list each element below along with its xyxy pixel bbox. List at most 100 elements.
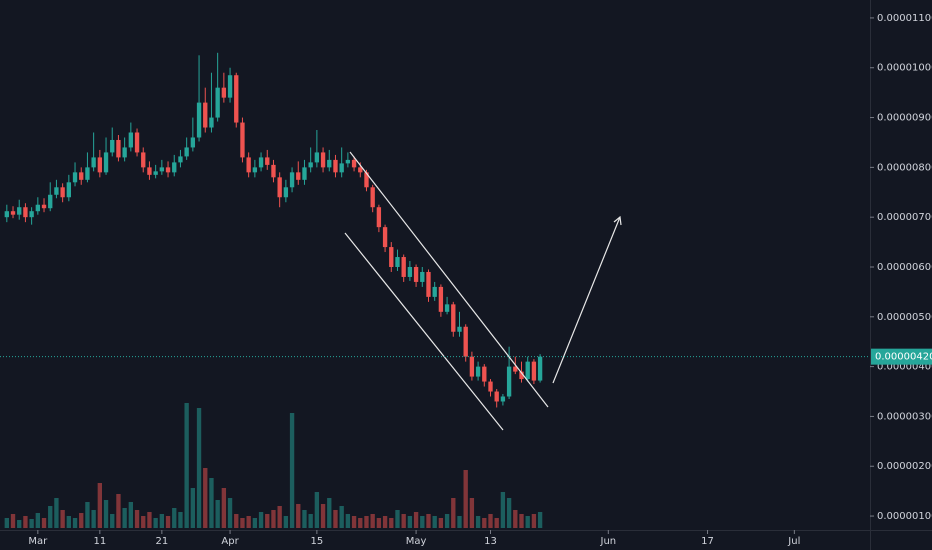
x-tick-label: Jul xyxy=(787,536,800,547)
volume-bar xyxy=(438,518,444,528)
candle-body xyxy=(141,152,146,168)
volume-bar xyxy=(451,498,456,528)
volume-bar xyxy=(432,516,437,528)
candle-body xyxy=(4,211,9,218)
candle-body xyxy=(190,137,196,148)
candle-body xyxy=(457,326,462,332)
candle-body xyxy=(265,157,270,165)
volume-bar xyxy=(97,483,103,528)
volume-bar xyxy=(258,512,264,528)
volume-bar xyxy=(426,514,431,528)
candle-body xyxy=(128,132,134,148)
volume-layer xyxy=(4,403,543,528)
volume-bar xyxy=(72,518,78,528)
candle-body xyxy=(48,194,53,209)
candle-body xyxy=(327,159,332,168)
candle-body xyxy=(23,207,28,218)
volume-bar xyxy=(234,514,239,528)
candle-body xyxy=(296,172,301,180)
volume-bar xyxy=(23,516,28,528)
candle-body xyxy=(10,211,16,215)
volume-bar xyxy=(196,408,202,528)
volume-bar xyxy=(116,494,121,528)
candle-body xyxy=(35,204,40,212)
candle-body xyxy=(513,366,518,372)
candle-body xyxy=(122,147,127,158)
volume-bar xyxy=(134,510,140,528)
volume-bar xyxy=(29,519,34,528)
volume-bar xyxy=(141,516,146,528)
candle-body xyxy=(79,172,84,180)
candle-body xyxy=(494,391,499,402)
volume-bar xyxy=(444,514,450,528)
candle-body xyxy=(184,147,189,157)
volume-bar xyxy=(401,514,406,528)
candle-body xyxy=(482,366,487,382)
x-tick-label: Mar xyxy=(28,536,48,547)
candle-body xyxy=(488,381,493,392)
volume-bar xyxy=(296,504,301,528)
volume-bar xyxy=(85,502,90,528)
volume-bar xyxy=(413,512,419,528)
candle-body xyxy=(72,172,78,183)
y-tick-label: 0.00001100 xyxy=(877,13,932,24)
volume-bar xyxy=(525,516,530,528)
candle-body xyxy=(537,356,543,381)
x-tick-label: 21 xyxy=(155,536,168,547)
volume-bar xyxy=(494,518,499,528)
candle-body xyxy=(469,356,475,377)
volume-bar xyxy=(327,498,332,528)
candle-body xyxy=(252,167,258,173)
volume-bar xyxy=(240,518,245,528)
channel-upper xyxy=(349,151,549,408)
volume-bar xyxy=(246,516,251,528)
volume-bar xyxy=(79,513,84,528)
volume-bar xyxy=(537,512,543,528)
volume-bar xyxy=(4,518,9,528)
volume-bar xyxy=(147,512,152,528)
candle-body xyxy=(320,152,326,168)
y-tick-label: 0.00000700 xyxy=(877,212,932,223)
candle-body xyxy=(420,271,425,282)
candle-body xyxy=(283,187,289,198)
volume-bar xyxy=(60,510,65,528)
x-tick-label: 17 xyxy=(701,536,714,547)
candle-body xyxy=(389,247,394,267)
projection-arrow xyxy=(552,216,621,384)
volume-bar xyxy=(209,478,214,528)
volume-bar xyxy=(10,514,16,528)
volume-bar xyxy=(190,488,196,528)
candle-body xyxy=(209,117,214,128)
volume-bar xyxy=(178,512,183,528)
arrow-head xyxy=(613,215,622,226)
candle-body xyxy=(451,304,456,332)
volume-bar xyxy=(314,492,320,528)
candle-body xyxy=(444,304,450,312)
volume-bar xyxy=(382,516,388,528)
candle-body xyxy=(506,366,512,397)
axes-layer: 0.00000100 0.00000200 0.00000300 0.00000400… xyxy=(0,13,932,547)
candle-body xyxy=(432,286,437,297)
candle-body xyxy=(364,172,369,188)
volume-bar xyxy=(289,413,295,528)
channel-lower xyxy=(344,232,504,431)
x-tick-label: 13 xyxy=(484,536,497,547)
candle-body xyxy=(147,167,152,175)
candle-body xyxy=(271,164,276,178)
volume-bar xyxy=(407,516,413,528)
last-price-box xyxy=(871,348,932,365)
candle-body xyxy=(339,163,344,173)
candle-body xyxy=(370,187,375,208)
volume-bar xyxy=(531,514,537,528)
volume-bar xyxy=(91,510,96,528)
candle-body xyxy=(308,162,313,168)
candle-body xyxy=(401,257,406,277)
candle-body xyxy=(258,157,264,168)
candle-body xyxy=(413,266,419,282)
volume-bar xyxy=(482,518,487,528)
candle-body xyxy=(358,167,363,173)
candle-body xyxy=(438,286,444,312)
candle-body xyxy=(519,371,524,380)
